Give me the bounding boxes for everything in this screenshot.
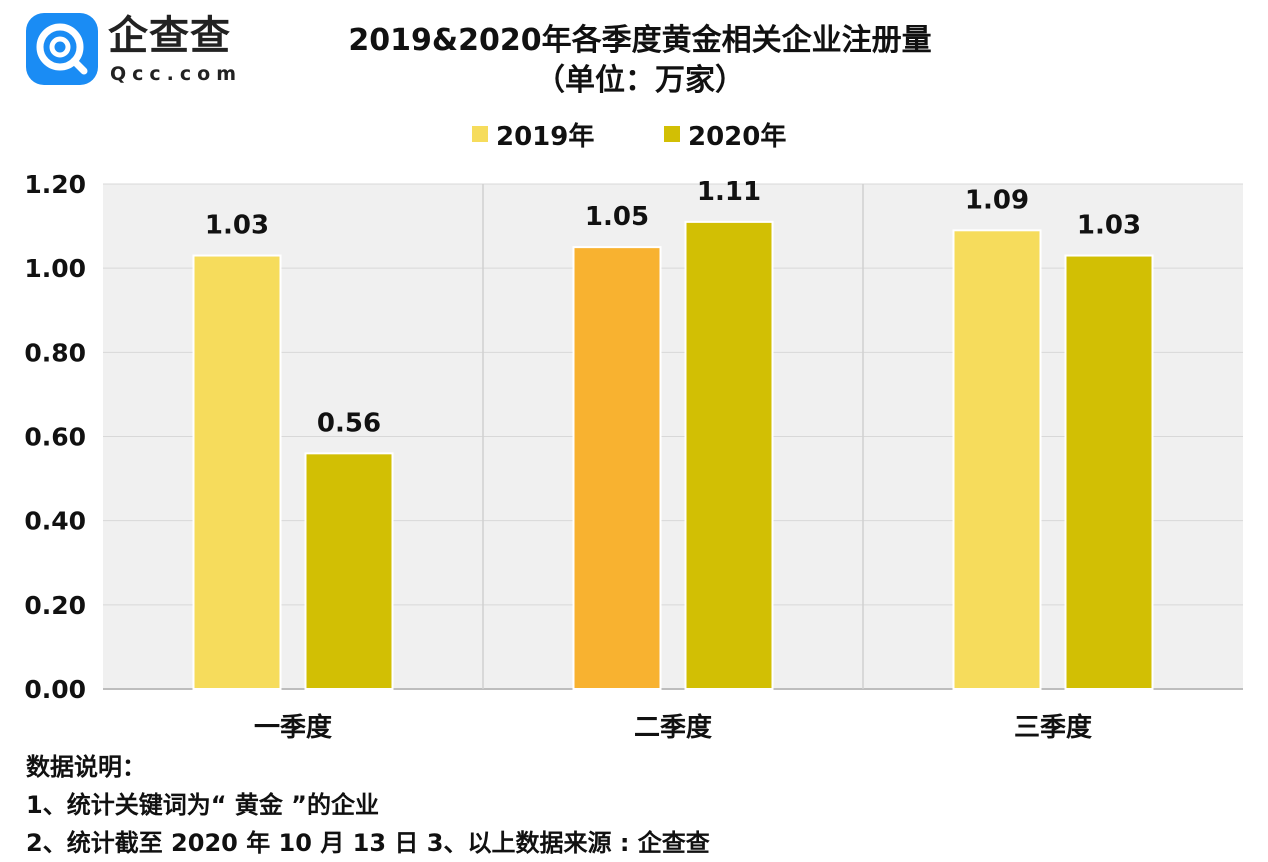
legend-item-2019: 2019年	[472, 116, 594, 152]
qcc-logo: 企查查 Qcc.com	[26, 13, 276, 93]
data-label: 1.09	[965, 185, 1029, 215]
notes-heading: 数据说明：	[26, 753, 146, 781]
x-tick-label: 三季度	[1014, 712, 1092, 743]
data-label: 0.56	[317, 408, 381, 438]
note-date-source: 2、统计截至 2020 年 10 月 13 日 3、以上数据来源 : 企查查	[26, 829, 710, 857]
chart-title: 2019&2020年各季度黄金相关企业注册量	[348, 23, 932, 58]
y-tick-label: 1.00	[24, 254, 86, 283]
bar	[1064, 254, 1154, 691]
legend-label-2019: 2019年	[496, 121, 595, 152]
y-tick-label: 0.60	[24, 423, 86, 452]
x-tick-label: 二季度	[634, 712, 712, 743]
chart-subtitle: （单位：万家）	[535, 63, 745, 98]
data-label: 1.11	[697, 177, 761, 207]
y-tick-label: 0.20	[24, 591, 86, 620]
data-label: 1.03	[1077, 211, 1141, 241]
bar	[684, 220, 774, 690]
x-tick-label: 一季度	[254, 712, 332, 743]
note-keyword: 1、统计关键词为“ 黄金 ”的企业	[26, 791, 379, 819]
y-tick-label: 0.40	[24, 507, 86, 536]
legend-label-2020: 2020年	[688, 121, 787, 152]
data-label: 1.05	[585, 202, 649, 232]
bar	[572, 246, 662, 690]
legend-swatch-2020	[664, 126, 680, 142]
legend-swatch-2019	[472, 126, 488, 142]
bar	[304, 452, 394, 691]
y-tick-label: 0.00	[24, 675, 86, 704]
y-tick-label: 0.80	[24, 338, 86, 367]
qcc-logo-icon	[26, 13, 98, 85]
chart-legend: 2019年 2020年	[0, 116, 1268, 152]
bar	[952, 229, 1042, 691]
data-notes: 数据说明： 1、统计关键词为“ 黄金 ”的企业 2、统计截至 2020 年 10…	[26, 748, 1226, 862]
legend-item-2020: 2020年	[664, 116, 786, 152]
data-label: 1.03	[205, 211, 269, 241]
logo-text-cn: 企查查	[108, 13, 231, 59]
y-tick-label: 1.20	[24, 170, 86, 199]
logo-text-en: Qcc.com	[110, 63, 243, 85]
bar	[192, 254, 282, 691]
